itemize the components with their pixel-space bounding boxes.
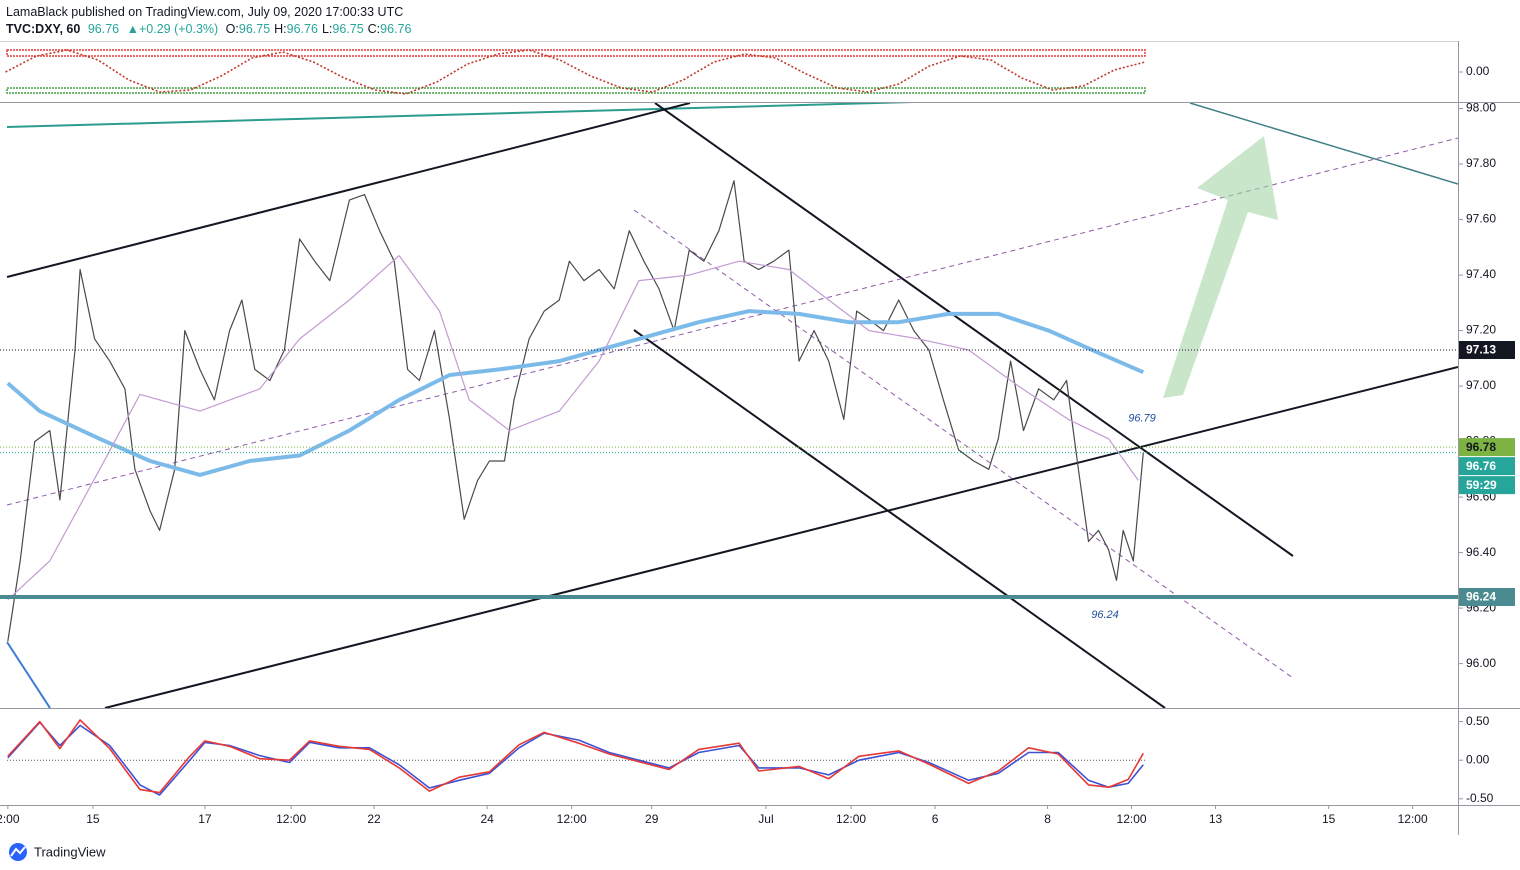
- price-change: ▲+0.29 (+0.3%): [126, 22, 219, 36]
- series-line: [5, 49, 1146, 95]
- price-label-box: [1459, 438, 1515, 457]
- series-group: [7, 719, 1144, 796]
- series-line: [7, 180, 1144, 642]
- y-tick-label: 0.00: [1466, 752, 1490, 766]
- x-tick-label: Jul: [758, 812, 773, 826]
- ohlc-label: C:: [367, 22, 381, 36]
- y-tick-label: 96.00: [1466, 656, 1496, 670]
- y-tick-label: 0.00: [1466, 64, 1490, 78]
- footer-logo: [9, 843, 27, 861]
- countdown-box: [1459, 476, 1515, 495]
- x-tick-label: 12:00: [836, 812, 866, 826]
- ohlc-value: 96.75: [332, 22, 364, 36]
- y-tick-label: -0.50: [1466, 791, 1494, 805]
- price-label-box: [1459, 340, 1515, 359]
- ohlc-value: 96.76: [286, 22, 318, 36]
- x-tick-label: 6: [932, 812, 939, 826]
- x-tick-label: 17: [198, 812, 212, 826]
- ohlc: O:96.75 H:96.76 L:96.75 C:96.76: [226, 22, 416, 36]
- symbol: TVC:DXY, 60: [6, 22, 81, 36]
- author-line: LamaBlack published on TradingView.com, …: [6, 5, 404, 19]
- x-tick-label: 22: [367, 812, 381, 826]
- y-tick-label: 97.20: [1466, 323, 1496, 337]
- y-tick-label: 97.00: [1466, 378, 1496, 392]
- y-tick-label: 97.80: [1466, 156, 1496, 170]
- x-tick-label: 15: [1322, 812, 1336, 826]
- annotation: 96.79: [1128, 412, 1156, 424]
- x-tick-label: 13: [1209, 812, 1223, 826]
- x-tick-label: 12:00: [557, 812, 587, 826]
- y-tick-label: 96.40: [1466, 545, 1496, 559]
- price-label: 97.13: [1466, 343, 1496, 357]
- x-tick-label: 29: [645, 812, 659, 826]
- price-label-box: [1459, 587, 1515, 606]
- price-label: 96.24: [1466, 590, 1496, 604]
- y-tick-label: 97.60: [1466, 212, 1496, 226]
- countdown: 59:29: [1466, 478, 1497, 492]
- ohlc-value: 96.75: [238, 22, 271, 36]
- series-group: [5, 49, 1146, 95]
- series-line: [7, 255, 1139, 601]
- price-label: 96.76: [1466, 459, 1496, 473]
- price-label: 96.78: [1466, 440, 1496, 454]
- symbol-line: TVC:DXY, 60 96.76 ▲+0.29 (+0.3%) O:96.75…: [6, 22, 419, 36]
- ohlc-label: L:: [321, 22, 333, 36]
- annotation: 96.24: [1091, 609, 1119, 621]
- x-tick-label: 24: [480, 812, 494, 826]
- frame: [0, 41, 1520, 835]
- y-tick-label: 97.40: [1466, 267, 1496, 281]
- x-tick-label: 2:00: [0, 812, 20, 826]
- last-price: 96.76: [87, 22, 120, 36]
- drawings: [6, 103, 1458, 708]
- y-tick-label: 98.00: [1466, 101, 1496, 115]
- indicator-bands: [6, 49, 1146, 94]
- ohlc-label: O:: [225, 22, 239, 36]
- x-tick-label: 8: [1044, 812, 1051, 826]
- y-tick-label: 0.50: [1466, 714, 1490, 728]
- x-tick-label: 12:00: [1398, 812, 1428, 826]
- x-tick-label: 12:00: [276, 812, 306, 826]
- x-tick-label: 12:00: [1117, 812, 1147, 826]
- series-line: [7, 721, 1144, 796]
- ohlc-label: H:: [274, 22, 287, 36]
- x-tick-label: 15: [86, 812, 100, 826]
- series-group: [6, 180, 1145, 642]
- series-line: [7, 719, 1144, 794]
- series-line: [6, 309, 1145, 477]
- ohlc-value: 96.76: [380, 22, 412, 36]
- brand: TradingView: [34, 844, 106, 859]
- price-label-box: [1459, 457, 1515, 476]
